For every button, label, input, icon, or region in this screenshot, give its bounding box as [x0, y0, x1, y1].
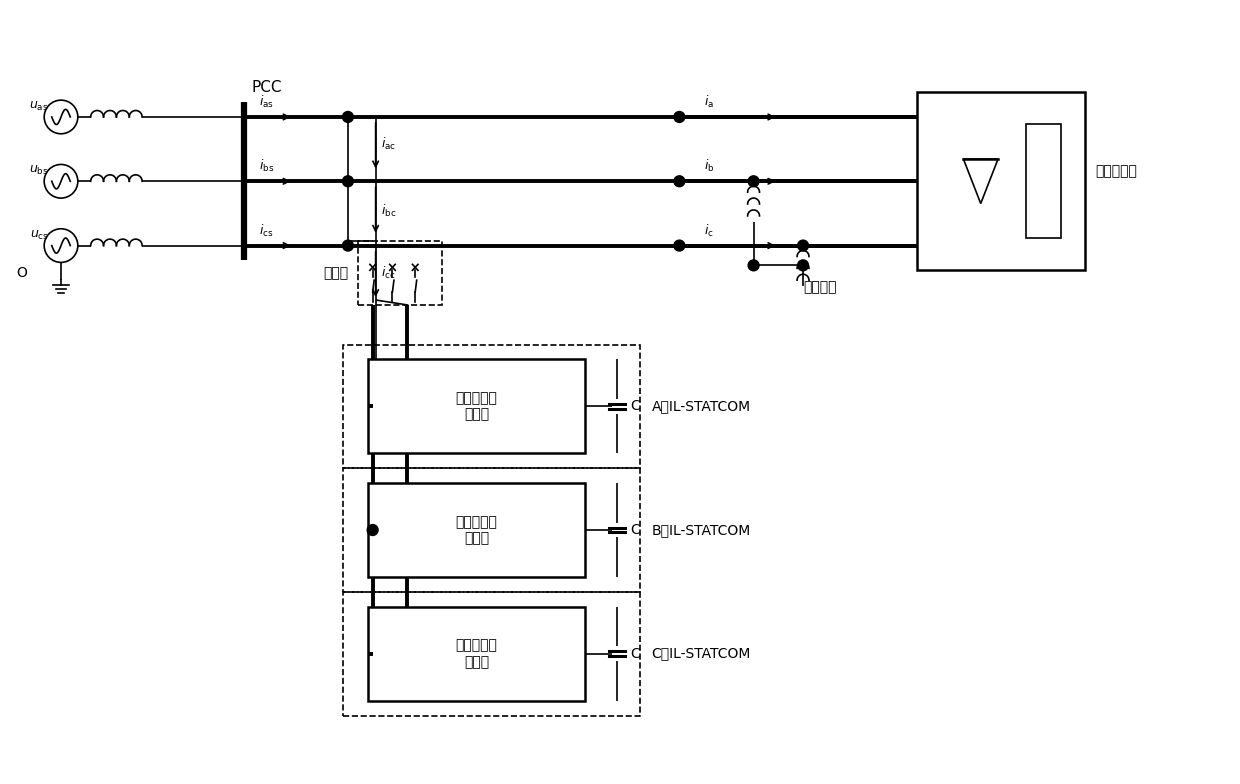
- Text: C: C: [630, 523, 640, 537]
- Text: C: C: [630, 399, 640, 413]
- Text: $i_{\mathrm{ac}}$: $i_{\mathrm{ac}}$: [381, 136, 396, 152]
- Circle shape: [342, 111, 353, 122]
- Text: C相IL-STATCOM: C相IL-STATCOM: [652, 647, 751, 661]
- Bar: [916, 93, 1085, 270]
- Text: $i_{\mathrm{cs}}$: $i_{\mathrm{cs}}$: [259, 223, 273, 238]
- Text: $i_{\mathrm{cc}}$: $i_{\mathrm{cc}}$: [381, 265, 396, 281]
- Circle shape: [673, 176, 684, 187]
- Circle shape: [673, 111, 684, 122]
- Text: $u_{\mathrm{cs}}$: $u_{\mathrm{cs}}$: [30, 228, 48, 241]
- Text: $i_{\mathrm{b}}$: $i_{\mathrm{b}}$: [704, 158, 714, 174]
- Bar: [368, 607, 585, 701]
- Circle shape: [673, 240, 684, 251]
- Text: 断路器: 断路器: [322, 266, 348, 280]
- Bar: [368, 483, 585, 577]
- Bar: [368, 359, 585, 453]
- Text: $i_{\mathrm{c}}$: $i_{\mathrm{c}}$: [704, 223, 714, 238]
- Text: 三电平交交
变换器: 三电平交交 变换器: [455, 639, 497, 669]
- Text: 非线性负载: 非线性负载: [1095, 165, 1137, 179]
- Text: $i_{\mathrm{as}}$: $i_{\mathrm{as}}$: [259, 94, 274, 110]
- Circle shape: [342, 240, 353, 251]
- Circle shape: [367, 524, 378, 535]
- Circle shape: [342, 176, 353, 187]
- Text: $i_{\mathrm{bc}}$: $i_{\mathrm{bc}}$: [381, 202, 396, 219]
- Text: $i_{\mathrm{bs}}$: $i_{\mathrm{bs}}$: [259, 158, 274, 174]
- Text: $i_{\mathrm{a}}$: $i_{\mathrm{a}}$: [704, 94, 714, 110]
- Circle shape: [748, 260, 759, 270]
- Text: PCC: PCC: [252, 80, 283, 95]
- Bar: [1027, 125, 1060, 238]
- Text: C: C: [630, 647, 640, 661]
- Text: $u_{\mathrm{bs}}$: $u_{\mathrm{bs}}$: [30, 164, 50, 177]
- Circle shape: [748, 176, 759, 187]
- Text: A相IL-STATCOM: A相IL-STATCOM: [652, 399, 750, 413]
- Text: 无功负载: 无功负载: [804, 280, 837, 294]
- Text: $u_{\mathrm{as}}$: $u_{\mathrm{as}}$: [30, 100, 50, 113]
- Text: 三电平交交
变换器: 三电平交交 变换器: [455, 391, 497, 422]
- Text: 三电平交交
变换器: 三电平交交 变换器: [455, 515, 497, 545]
- Text: B相IL-STATCOM: B相IL-STATCOM: [652, 523, 751, 537]
- Text: O: O: [16, 267, 27, 280]
- Circle shape: [797, 240, 808, 251]
- Circle shape: [797, 260, 808, 270]
